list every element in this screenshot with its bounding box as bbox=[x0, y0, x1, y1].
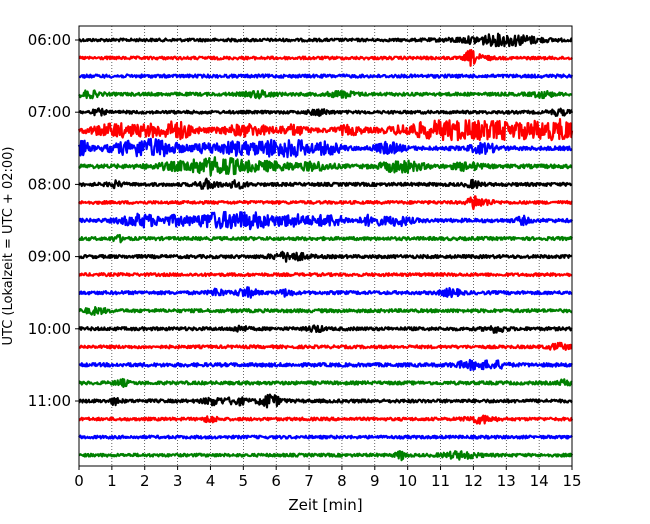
trace-1130 bbox=[78, 434, 573, 440]
trace-0645 bbox=[78, 89, 573, 100]
plot-frame bbox=[78, 25, 573, 467]
trace-0630 bbox=[78, 73, 574, 79]
trace-0830 bbox=[78, 210, 574, 231]
x-tick-label: 14 bbox=[530, 472, 549, 490]
trace-0900 bbox=[77, 250, 573, 263]
trace-1030 bbox=[78, 358, 573, 372]
trace-1145 bbox=[78, 450, 574, 462]
x-axis-ticks: 0 1 2 3 4 5 6 7 8 9 10 11 12 13 14 15 bbox=[74, 466, 582, 490]
trace-0815 bbox=[78, 195, 573, 211]
x-tick-label: 5 bbox=[239, 472, 249, 490]
trace-0700 bbox=[78, 107, 574, 117]
trace-1100 bbox=[78, 393, 573, 409]
trace-0930 bbox=[78, 286, 573, 299]
x-tick-label: 13 bbox=[497, 472, 516, 490]
trace-0915 bbox=[78, 272, 573, 278]
x-tick-label: 10 bbox=[398, 472, 417, 490]
trace-layer bbox=[77, 32, 574, 462]
trace-1045 bbox=[78, 377, 573, 388]
trace-1000 bbox=[77, 324, 573, 334]
trace-0745 bbox=[78, 156, 573, 177]
y-tick-label: 09:00 bbox=[28, 248, 71, 266]
x-tick-label: 7 bbox=[304, 472, 314, 490]
x-tick-label: 1 bbox=[107, 472, 117, 490]
y-tick-label: 10:00 bbox=[28, 320, 71, 338]
trace-0615 bbox=[78, 49, 573, 67]
y-axis-ticks: 06:00 07:00 08:00 09:00 10:00 11:00 bbox=[28, 31, 79, 410]
trace-0715 bbox=[77, 118, 574, 142]
trace-0600 bbox=[78, 32, 573, 48]
x-tick-label: 12 bbox=[464, 472, 483, 490]
x-tick-label: 0 bbox=[74, 472, 84, 490]
trace-0945 bbox=[78, 306, 573, 316]
grid-layer bbox=[111, 26, 540, 466]
x-tick-label: 8 bbox=[337, 472, 347, 490]
x-tick-label: 11 bbox=[431, 472, 450, 490]
y-tick-label: 07:00 bbox=[28, 103, 71, 121]
y-tick-label: 08:00 bbox=[28, 175, 71, 193]
y-axis-label: UTC (Lokalzeit = UTC + 02:00) bbox=[1, 147, 16, 346]
trace-1015 bbox=[78, 341, 573, 351]
x-tick-label: 4 bbox=[206, 472, 216, 490]
x-tick-label: 9 bbox=[370, 472, 380, 490]
trace-0800 bbox=[77, 177, 573, 190]
x-tick-label: 15 bbox=[562, 472, 581, 490]
x-tick-label: 2 bbox=[140, 472, 150, 490]
trace-0730 bbox=[77, 137, 573, 159]
y-tick-label: 06:00 bbox=[28, 31, 71, 49]
trace-1115 bbox=[78, 414, 574, 425]
x-tick-label: 6 bbox=[271, 472, 281, 490]
x-axis-label: Zeit [min] bbox=[288, 496, 362, 514]
trace-0845 bbox=[78, 233, 574, 244]
y-tick-label: 11:00 bbox=[28, 392, 71, 410]
x-tick-label: 3 bbox=[173, 472, 183, 490]
